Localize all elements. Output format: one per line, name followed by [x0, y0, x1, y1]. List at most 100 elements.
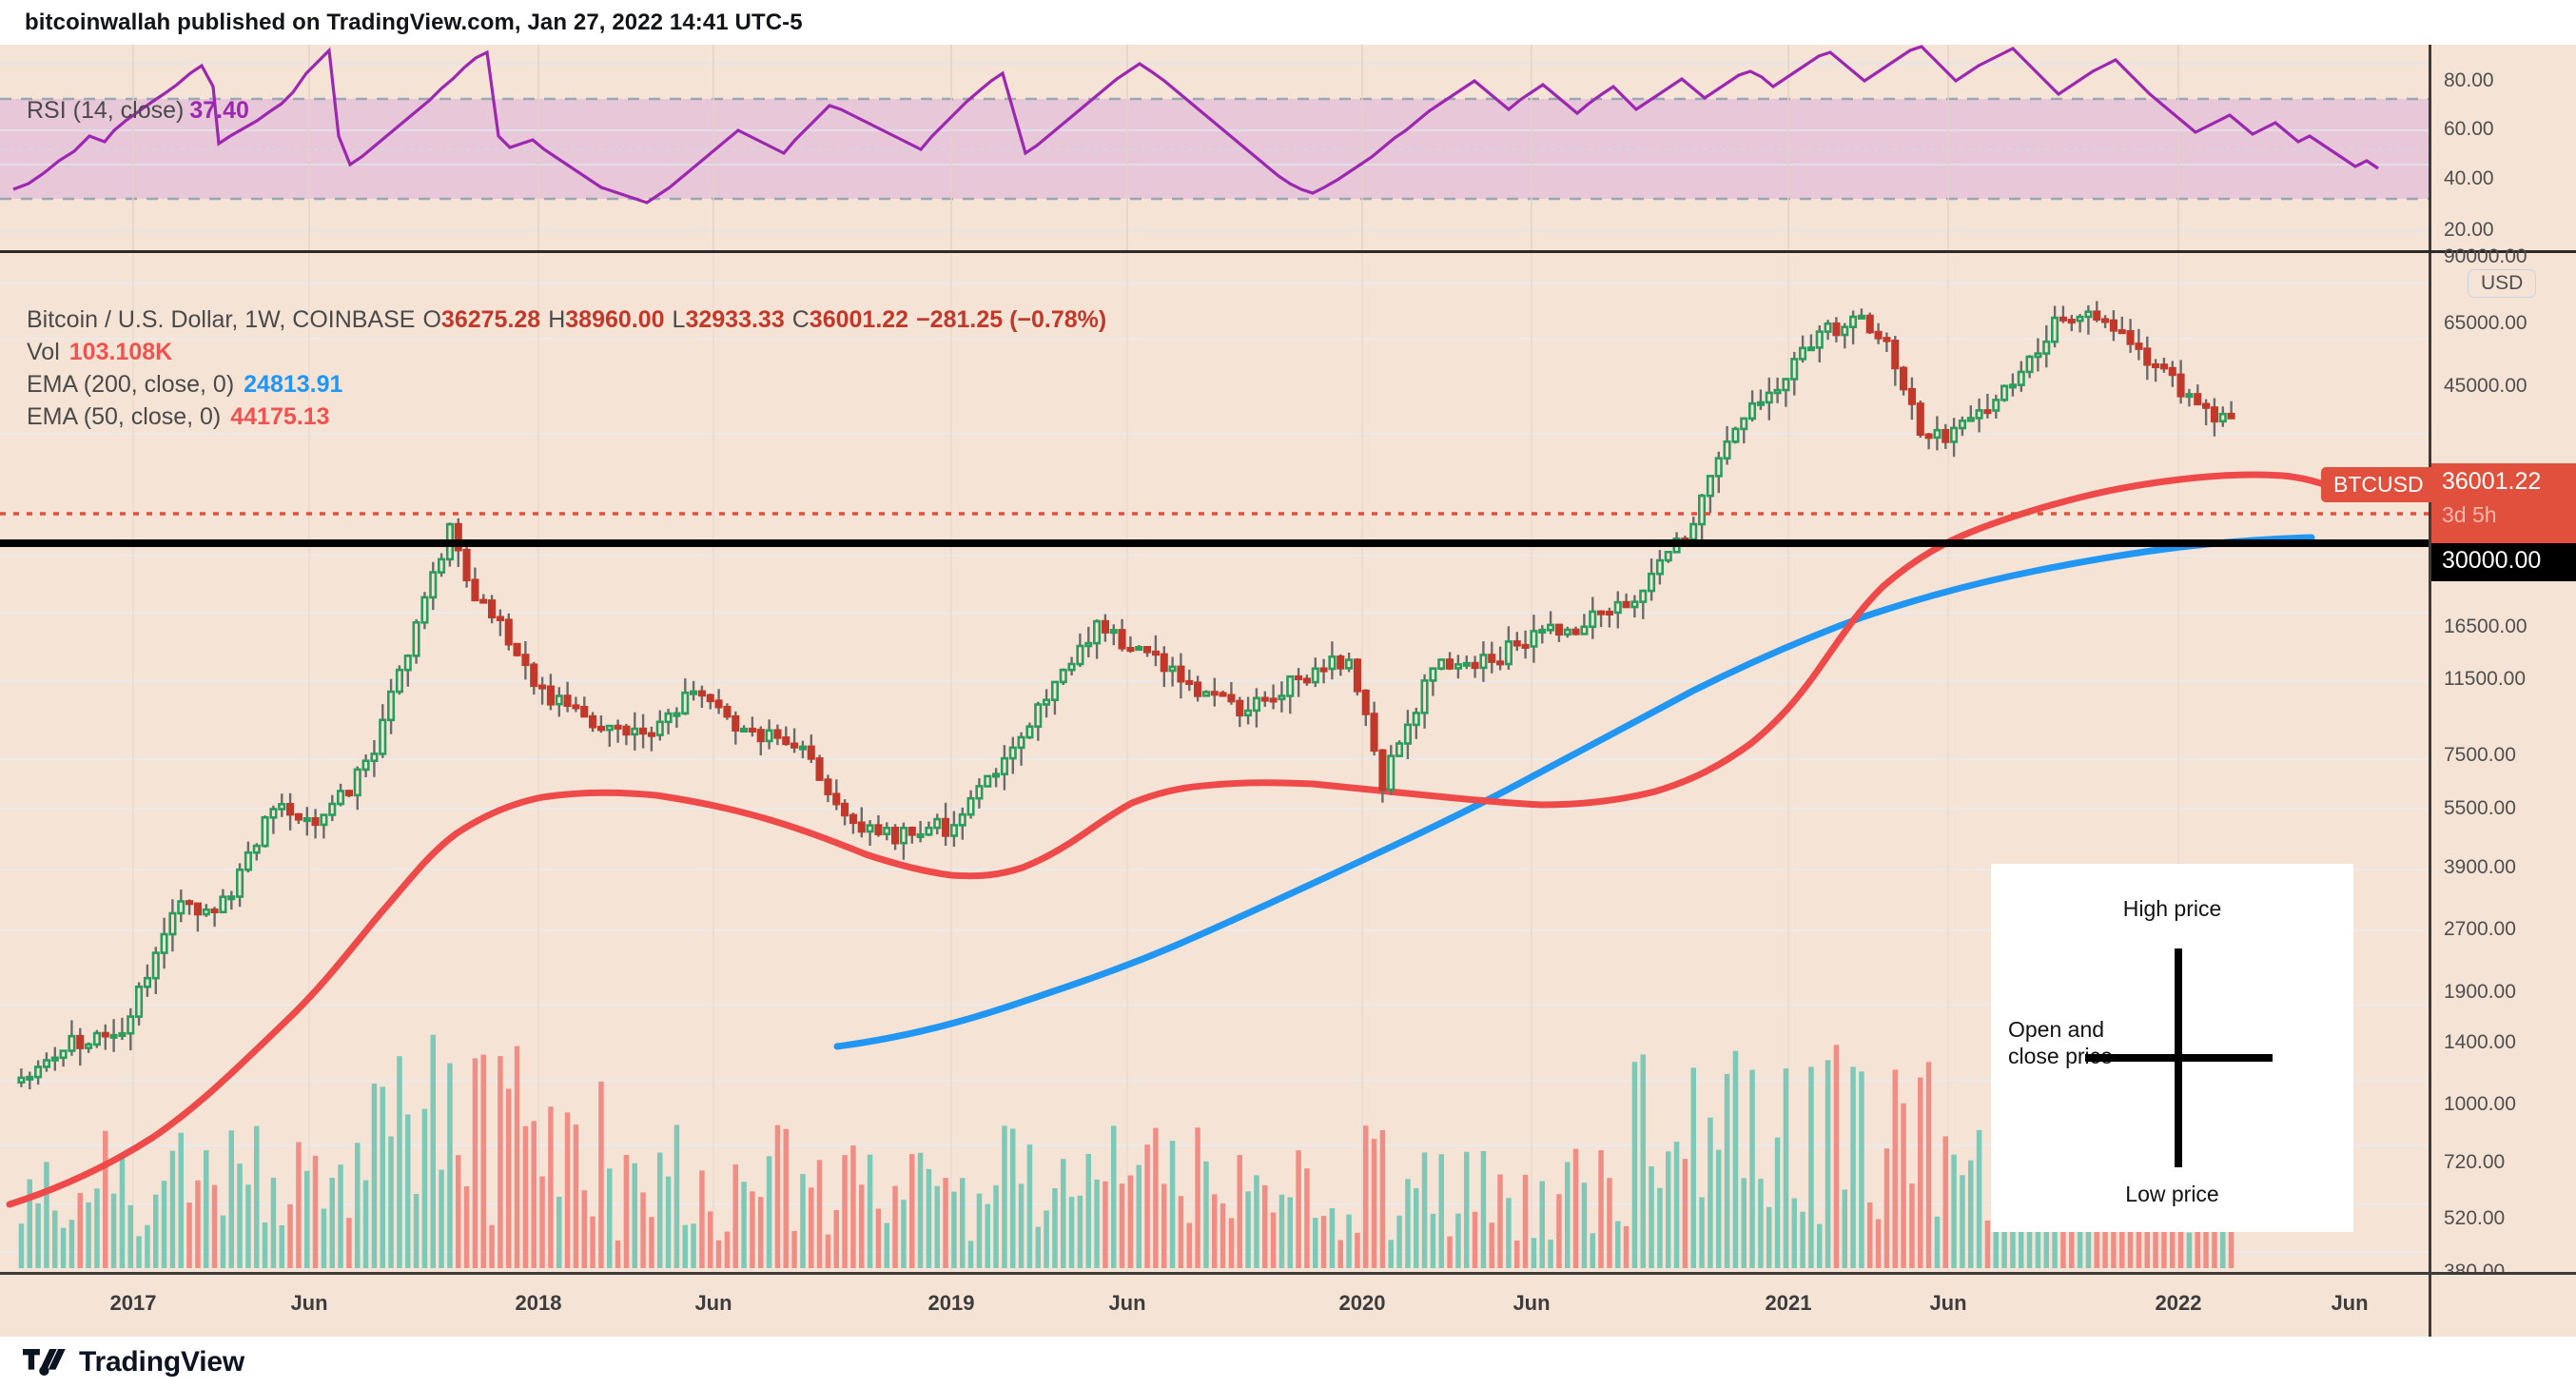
bar-countdown: 3d 5h	[2442, 502, 2497, 527]
candle-body	[1942, 428, 1950, 443]
candle-body	[328, 802, 337, 816]
candle-body	[907, 826, 916, 836]
volume-bar	[875, 1208, 882, 1268]
volume-bar	[1623, 1225, 1630, 1268]
volume-bar	[581, 1190, 587, 1268]
volume-bar	[2102, 1228, 2108, 1268]
tradingview-mark-icon	[23, 1348, 66, 1377]
candle-body	[429, 571, 438, 599]
tradingview-wordmark: TradingView	[79, 1346, 244, 1378]
volume-bar	[1774, 1137, 1781, 1268]
volume-bar	[1607, 1178, 1612, 1268]
legend-symbol-row: Bitcoin / U.S. Dollar, 1W, COINBASE O3627…	[27, 303, 1106, 336]
volume-bar	[1169, 1141, 1176, 1268]
candle-body	[118, 1031, 127, 1038]
volume-bar	[1951, 1154, 1957, 1268]
volume-bar	[153, 1194, 159, 1268]
candle-body	[1177, 665, 1185, 683]
volume-bar	[1867, 1202, 1873, 1268]
volume-bar	[708, 1211, 713, 1268]
candle-body	[824, 778, 832, 795]
candle-body	[521, 654, 530, 667]
volume-bar	[1758, 1179, 1764, 1268]
volume-bar	[52, 1210, 58, 1268]
volume-bar	[103, 1130, 108, 1268]
candle-body	[1412, 712, 1420, 727]
candle-body	[1756, 401, 1765, 406]
candle-body	[454, 522, 462, 552]
candle-body	[2093, 310, 2101, 322]
candle-body	[1975, 409, 1983, 420]
volume-bar	[1749, 1069, 1755, 1268]
candle-body	[1378, 749, 1387, 792]
volume-bar	[1212, 1194, 1218, 1268]
chart-frame: RSI (14, close) 37.40	[0, 45, 2576, 1282]
last-price-value: 36001.22	[2442, 468, 2542, 495]
volume-bar	[850, 1145, 856, 1268]
volume-bar	[413, 1194, 420, 1268]
rsi-plot	[0, 45, 2429, 252]
candle-body	[1689, 522, 1698, 541]
candle-body	[269, 808, 278, 819]
level-price-tag[interactable]: 30000.00	[2431, 543, 2576, 581]
candle-body	[1454, 663, 1462, 670]
inset-open-close-label: Open and close price	[2008, 1016, 2122, 1069]
candle-body	[1050, 680, 1059, 701]
time-scale[interactable]: 2017 Jun 2018 Jun 2019 Jun 2020 Jun 2021…	[0, 1272, 2576, 1339]
last-price-tag[interactable]: 36001.22 3d 5h	[2431, 463, 2576, 543]
volume-bar	[2136, 1208, 2142, 1268]
volume-bar	[1699, 1197, 1705, 1268]
volume-bar	[1052, 1188, 1058, 1268]
volume-bar	[1817, 1223, 1823, 1268]
volume-bar	[421, 1108, 428, 1268]
candle-body	[127, 1015, 135, 1035]
tradingview-logo[interactable]: TradingView	[23, 1346, 244, 1378]
volume-bar	[732, 1164, 738, 1268]
volume-bar	[573, 1124, 579, 1268]
candle-body	[1857, 314, 1865, 320]
candle-body	[177, 900, 185, 915]
price-pane[interactable]: Bitcoin / U.S. Dollar, 1W, COINBASE O3627…	[0, 253, 2429, 1272]
candle-body	[984, 774, 992, 788]
volume-bar	[136, 1236, 142, 1268]
candle-body	[278, 802, 286, 811]
publication-attribution: bitcoinwallah published on TradingView.c…	[25, 9, 803, 35]
candle-body	[2159, 363, 2168, 370]
candle-body	[1589, 610, 1597, 629]
price-tick-6: 5500.00	[2444, 797, 2516, 819]
candle-body	[563, 694, 572, 707]
candle-body	[285, 802, 295, 816]
candle-body	[85, 1043, 93, 1049]
candle-body	[193, 902, 202, 916]
price-scale[interactable]: 80.00 60.00 40.00 20.00 90000.00 USD 650…	[2429, 45, 2576, 1282]
candle-body	[2202, 402, 2211, 409]
candle-body	[1076, 644, 1084, 666]
candle-body	[1554, 623, 1563, 636]
candle-body	[1580, 625, 1589, 635]
candle-body	[1966, 417, 1975, 422]
candle-body	[1260, 696, 1269, 702]
candle-body	[17, 1076, 26, 1085]
volume-bar	[388, 1136, 394, 1268]
volume-bar	[1808, 1066, 1814, 1268]
volume-bar	[1850, 1066, 1856, 1268]
volume-bar	[245, 1184, 251, 1268]
volume-bar	[1245, 1191, 1251, 1268]
volume-bar	[590, 1216, 595, 1268]
candle-body	[185, 900, 194, 906]
volume-bar	[993, 1184, 999, 1268]
volume-bar	[1918, 1077, 1923, 1268]
candle-body	[1479, 654, 1488, 670]
volume-bar	[1237, 1155, 1242, 1268]
currency-badge[interactable]: USD	[2468, 269, 2537, 298]
doji-body	[2085, 1054, 2273, 1062]
rsi-pane[interactable]: RSI (14, close) 37.40	[0, 45, 2429, 252]
candle-body	[638, 727, 648, 735]
candle-body	[59, 1049, 68, 1060]
volume-bar	[312, 1155, 319, 1268]
volume-bar	[329, 1178, 335, 1268]
candle-body	[622, 725, 631, 736]
volume-bar	[1111, 1125, 1117, 1268]
legend-open: O36275.28	[422, 306, 541, 333]
candle-body	[42, 1059, 51, 1068]
